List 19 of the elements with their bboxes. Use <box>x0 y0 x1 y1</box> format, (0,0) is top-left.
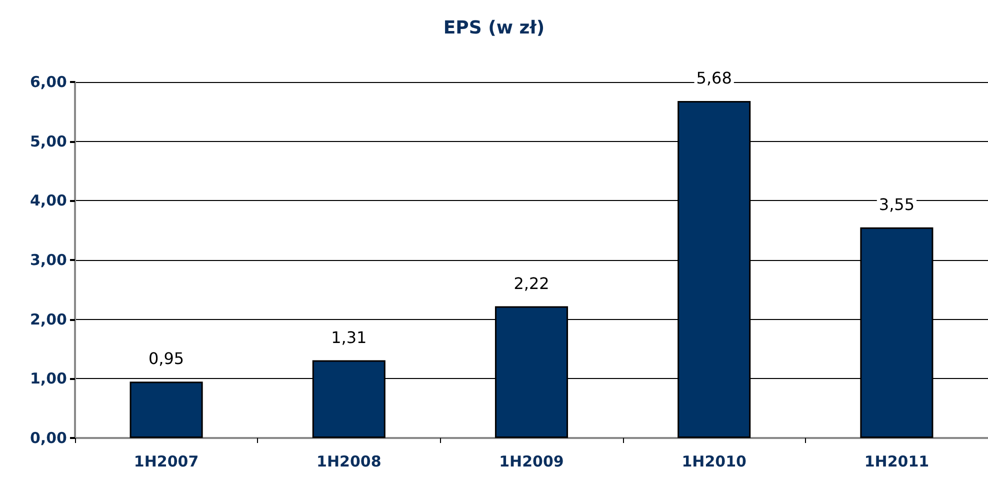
bar <box>130 382 203 438</box>
y-tick-label: 1,00 <box>30 370 67 388</box>
x-tick-label: 1H2010 <box>682 452 746 470</box>
data-label: 2,22 <box>514 274 550 293</box>
y-tick-label: 4,00 <box>30 192 67 210</box>
data-label: 1,31 <box>331 328 367 347</box>
chart-title: EPS (w zł) <box>443 18 545 38</box>
x-tick-label: 1H2007 <box>134 452 199 470</box>
y-tick-label: 3,00 <box>30 251 67 269</box>
y-tick-label: 6,00 <box>30 73 67 91</box>
data-label: 0,95 <box>148 349 184 368</box>
y-tick-label: 5,00 <box>30 132 67 150</box>
y-tick-label: 0,00 <box>30 429 67 447</box>
data-label: 5,68 <box>696 68 732 88</box>
y-tick-label: 2,00 <box>30 310 67 328</box>
x-tick-label: 1H2009 <box>499 452 564 470</box>
data-label: 3,55 <box>878 194 915 214</box>
x-tick-label: 1H2008 <box>316 452 382 470</box>
x-tick-label: 1H2011 <box>864 452 930 470</box>
